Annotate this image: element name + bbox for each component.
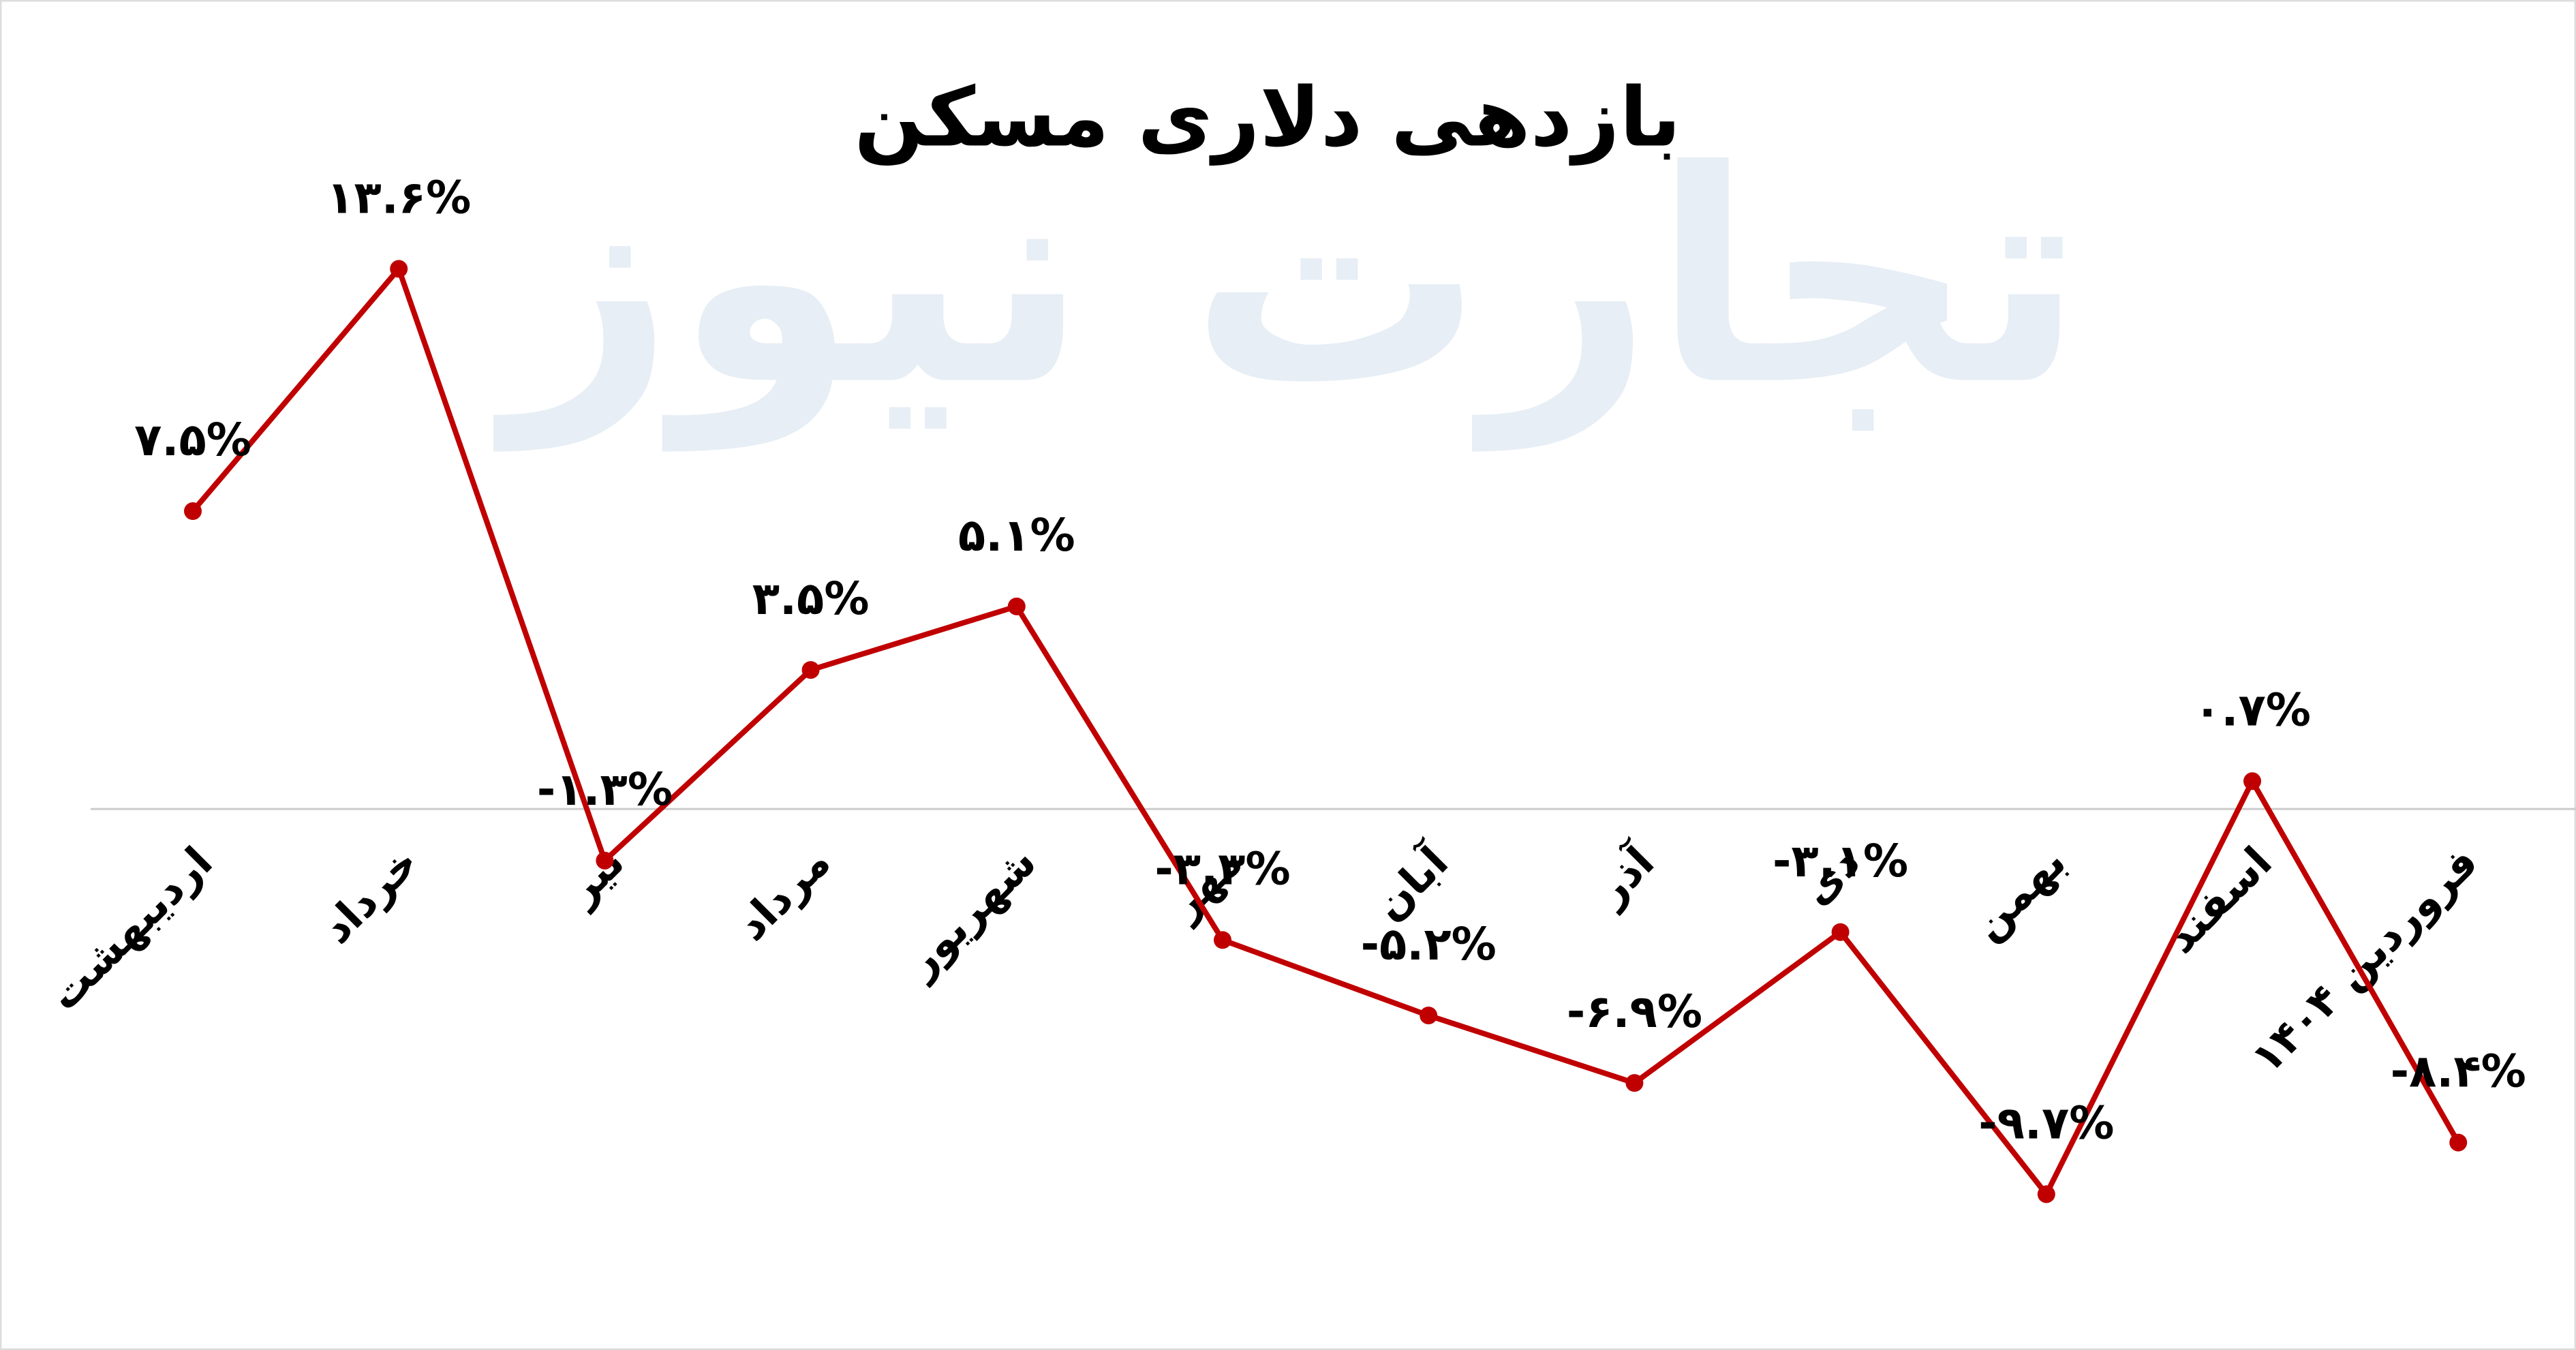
data-point (184, 502, 202, 520)
data-point (1007, 597, 1026, 615)
data-label: ۰.۷% (2194, 684, 2311, 736)
data-point (2037, 1185, 2055, 1203)
data-label: -۵.۲% (1361, 918, 1497, 970)
data-label: -۱.۳% (537, 763, 673, 816)
data-point (1625, 1074, 1644, 1092)
data-line (190, 266, 2461, 1197)
data-label: -۳.۳% (1154, 842, 1290, 895)
data-label: ۳.۵% (752, 572, 870, 625)
data-point (2449, 1133, 2468, 1152)
data-label: -۳.۱% (1773, 835, 1908, 887)
watermark: تجارت نیوز (492, 109, 2084, 454)
data-point (1214, 931, 1231, 949)
data-point (596, 851, 614, 870)
data-label: -۹.۷% (1978, 1096, 2114, 1149)
data-label: -۶.۹% (1567, 985, 1702, 1038)
data-point (1831, 923, 1850, 941)
data-point (801, 661, 820, 679)
data-point (1420, 1007, 1438, 1025)
data-label: ۷.۵% (134, 414, 251, 466)
data-label: ۵.۱% (958, 509, 1075, 562)
data-point (390, 260, 408, 278)
chart-title: بازدهی دلاری مسکن (854, 71, 1681, 166)
data-point (2243, 772, 2261, 791)
data-label: -۸.۴% (2391, 1045, 2526, 1098)
data-label: ۱۳.۶% (326, 172, 471, 224)
